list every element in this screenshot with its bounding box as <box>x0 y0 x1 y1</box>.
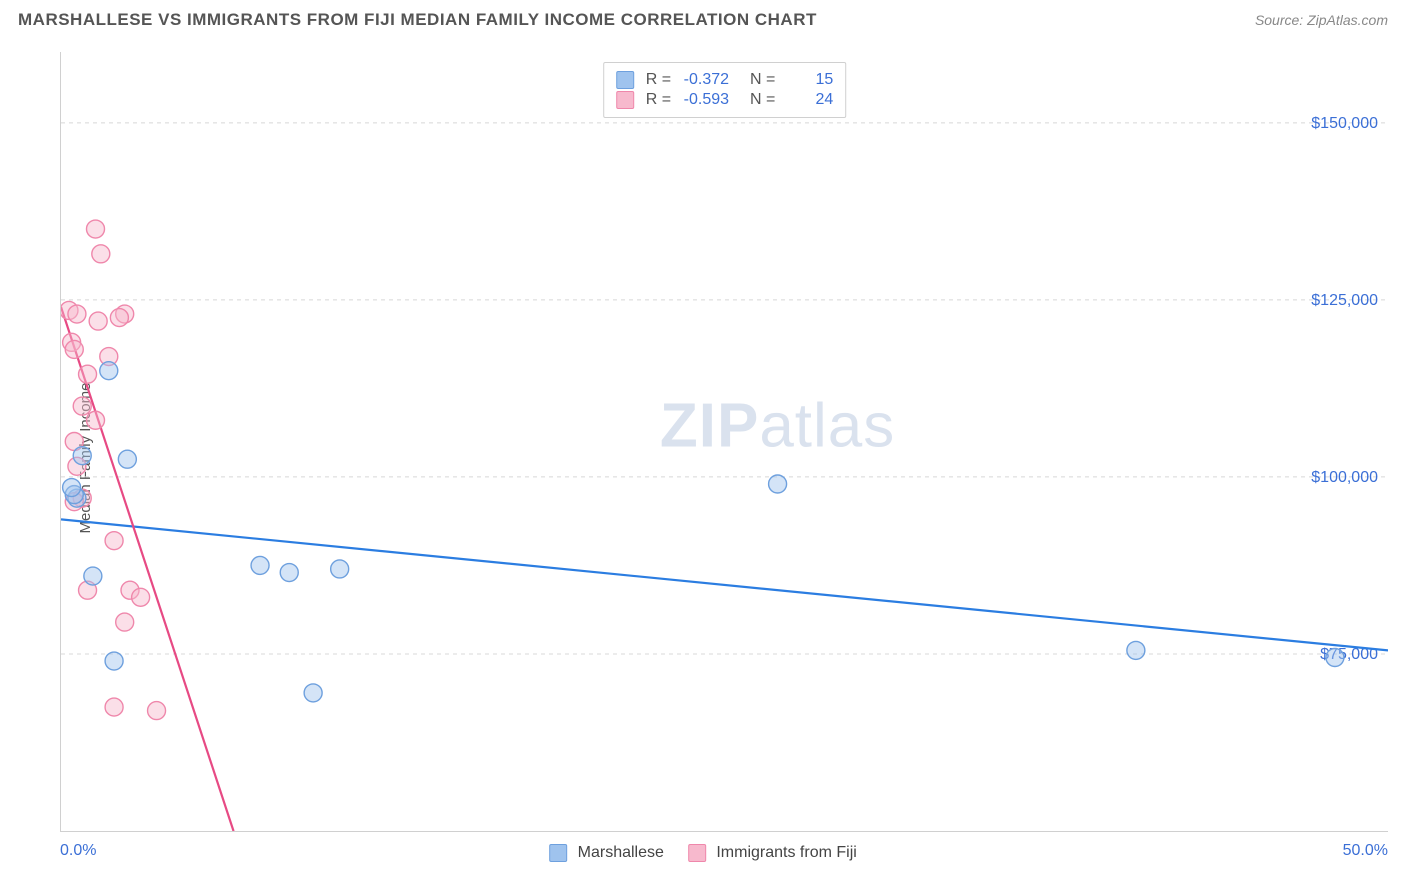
svg-text:$100,000: $100,000 <box>1311 469 1378 486</box>
chart-title: MARSHALLESE VS IMMIGRANTS FROM FIJI MEDI… <box>18 10 817 30</box>
stats-swatch-series2 <box>616 91 634 109</box>
stats-swatch-series1 <box>616 71 634 89</box>
legend-item-series2: Immigrants from Fiji <box>688 844 857 862</box>
stats-R-value-series2: -0.593 <box>677 91 729 109</box>
stats-N-label: N = <box>750 91 775 109</box>
x-axis-label-min: 0.0% <box>60 842 96 860</box>
legend-item-series1: Marshallese <box>549 844 664 862</box>
svg-text:$125,000: $125,000 <box>1311 292 1378 309</box>
stats-row-series2: R = -0.593 N = 24 <box>616 91 834 109</box>
legend-swatch-series2 <box>688 844 706 862</box>
stats-R-value-series1: -0.372 <box>677 71 729 89</box>
svg-text:$150,000: $150,000 <box>1311 115 1378 132</box>
plot-svg: $75,000$100,000$125,000$150,000 <box>61 52 1388 831</box>
stats-R-label: R = <box>646 91 671 109</box>
stats-N-value-series1: 15 <box>781 71 833 89</box>
legend-label-series1: Marshallese <box>578 844 664 861</box>
plot-area: ZIPatlas R = -0.372 N = 15 R = -0.593 N … <box>60 52 1388 832</box>
correlation-stats-box: R = -0.372 N = 15 R = -0.593 N = 24 <box>603 62 847 118</box>
chart-header: MARSHALLESE VS IMMIGRANTS FROM FIJI MEDI… <box>0 0 1406 36</box>
stats-N-label: N = <box>750 71 775 89</box>
chart-source: Source: ZipAtlas.com <box>1255 12 1388 28</box>
x-axis-label-max: 50.0% <box>1343 842 1388 860</box>
stats-row-series1: R = -0.372 N = 15 <box>616 71 834 89</box>
stats-N-value-series2: 24 <box>781 91 833 109</box>
stats-R-label: R = <box>646 71 671 89</box>
bottom-legend: Marshallese Immigrants from Fiji <box>549 844 857 862</box>
chart-container: Median Family Income ZIPatlas R = -0.372… <box>18 42 1388 874</box>
legend-swatch-series1 <box>549 844 567 862</box>
legend-label-series2: Immigrants from Fiji <box>716 844 856 861</box>
